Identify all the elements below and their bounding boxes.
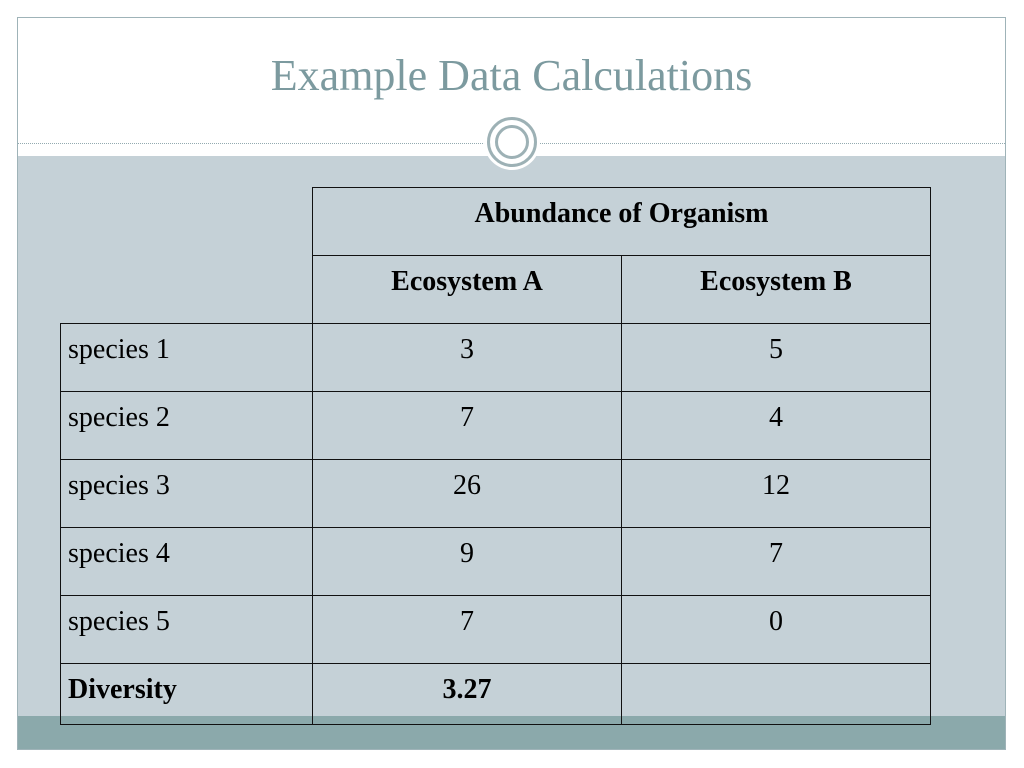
- table-cell-a: 7: [312, 595, 622, 664]
- table-cell-a: 9: [312, 527, 622, 596]
- footer-cell-a: 3.27: [312, 663, 622, 725]
- table-cell-b: 0: [621, 595, 931, 664]
- table-cell-b: 12: [621, 459, 931, 528]
- table-cell-b: 4: [621, 391, 931, 460]
- slide-title: Example Data Calculations: [270, 51, 753, 100]
- table-cell-a: 7: [312, 391, 622, 460]
- ornament-outer-ring: [487, 117, 537, 167]
- footer-label: Diversity: [60, 663, 313, 725]
- column-header-b: Ecosystem B: [621, 255, 931, 324]
- row-label: species 5: [60, 595, 313, 664]
- column-header-a: Ecosystem A: [312, 255, 622, 324]
- footer-cell-b: [621, 663, 931, 725]
- row-label: species 4: [60, 527, 313, 596]
- row-label: species 2: [60, 391, 313, 460]
- bottom-band: [18, 716, 1005, 749]
- table-cell-a: 3: [312, 323, 622, 392]
- table-cell-b: 5: [621, 323, 931, 392]
- table-cell-a: 26: [312, 459, 622, 528]
- table-cell-b: 7: [621, 527, 931, 596]
- ornament-inner-ring: [495, 125, 529, 159]
- row-label: species 1: [60, 323, 313, 392]
- row-label: species 3: [60, 459, 313, 528]
- content-background: [18, 156, 1005, 716]
- group-header: Abundance of Organism: [312, 187, 931, 256]
